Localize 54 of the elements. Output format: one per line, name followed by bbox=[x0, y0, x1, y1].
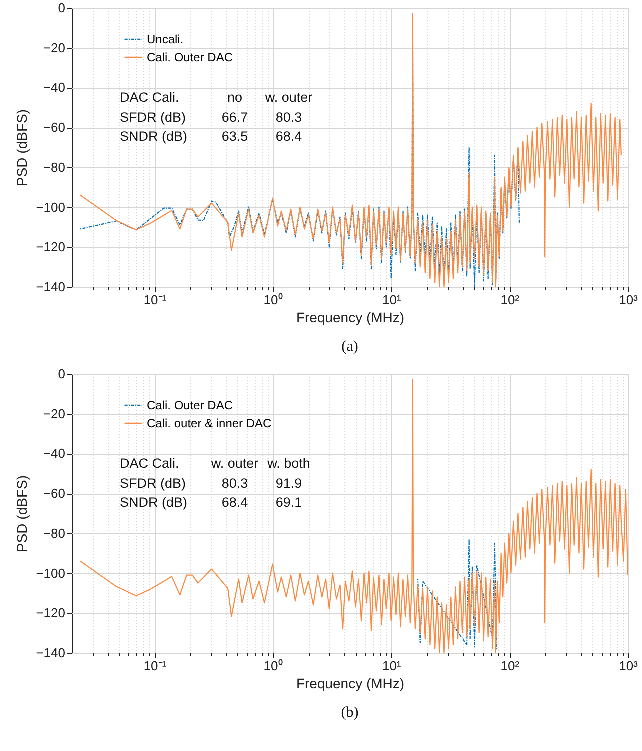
x-tick-label: 10¹ bbox=[382, 658, 402, 674]
y-tick-label: −40 bbox=[43, 80, 66, 96]
x-tick-label: 10³ bbox=[619, 658, 639, 674]
annotation: SFDR (dB) bbox=[120, 110, 186, 125]
y-tick-label: −100 bbox=[36, 200, 66, 215]
y-tick-label: 0 bbox=[58, 366, 66, 382]
legend-label: Cali. Outer DAC bbox=[147, 398, 234, 412]
y-tick-label: −60 bbox=[43, 486, 66, 502]
text: (a) bbox=[342, 339, 358, 355]
annotation: 68.4 bbox=[222, 495, 249, 510]
annotation: DAC Cali. bbox=[120, 90, 180, 105]
y-tick-label: −120 bbox=[36, 240, 66, 255]
annotation: DAC Cali. bbox=[120, 456, 180, 471]
annotation: 66.7 bbox=[222, 110, 248, 125]
legend-label: Cali. Outer DAC bbox=[147, 50, 234, 64]
legend-label: Cali. outer & inner DAC bbox=[147, 416, 272, 430]
annotation: SNDR (dB) bbox=[120, 495, 188, 510]
annotation: SNDR (dB) bbox=[120, 129, 188, 144]
annotation: w. outer bbox=[264, 90, 314, 105]
x-tick-label: 10² bbox=[500, 292, 520, 308]
annotation: w. both bbox=[266, 456, 310, 471]
annotation: no bbox=[227, 90, 243, 105]
y-tick-label: −40 bbox=[43, 446, 66, 462]
text: (b) bbox=[341, 705, 359, 721]
x-tick-label: 10³ bbox=[619, 292, 639, 308]
annotation: 80.3 bbox=[222, 476, 248, 491]
annotation: 63.5 bbox=[222, 129, 248, 144]
annotation: 80.3 bbox=[276, 110, 302, 125]
annotation: 68.4 bbox=[276, 129, 303, 144]
y-tick-label: −60 bbox=[43, 120, 66, 136]
x-tick-label: 10¹ bbox=[382, 292, 402, 308]
x-tick-label: 10⁰ bbox=[264, 292, 284, 308]
y-tick-label: −140 bbox=[36, 280, 66, 294]
x-tick-label: 10⁻¹ bbox=[144, 658, 168, 674]
y-tick-label: −20 bbox=[43, 40, 66, 56]
annotation: SFDR (dB) bbox=[120, 476, 186, 491]
x-tick-label: 10⁰ bbox=[264, 658, 284, 674]
y-tick-label: −80 bbox=[43, 526, 66, 541]
x-axis-title: Frequency (MHz) bbox=[296, 676, 405, 692]
y-tick-label: −120 bbox=[36, 606, 66, 621]
y-tick-label: −20 bbox=[43, 406, 66, 422]
y-tick-label: −100 bbox=[36, 566, 66, 581]
y-tick-label: −80 bbox=[43, 160, 66, 175]
y-tick-label: 0 bbox=[58, 0, 66, 16]
annotation: w. outer bbox=[210, 456, 260, 471]
y-tick-label: −140 bbox=[36, 646, 66, 660]
x-tick-label: 10² bbox=[500, 658, 520, 674]
annotation: 91.9 bbox=[276, 476, 302, 491]
x-tick-label: 10⁻¹ bbox=[144, 292, 168, 308]
x-axis-title: Frequency (MHz) bbox=[296, 310, 405, 326]
annotation: 69.1 bbox=[276, 495, 302, 510]
legend-label: Uncali. bbox=[147, 32, 184, 46]
y-axis-title: PSD (dBFS) bbox=[14, 475, 30, 553]
y-axis-title: PSD (dBFS) bbox=[14, 109, 30, 187]
